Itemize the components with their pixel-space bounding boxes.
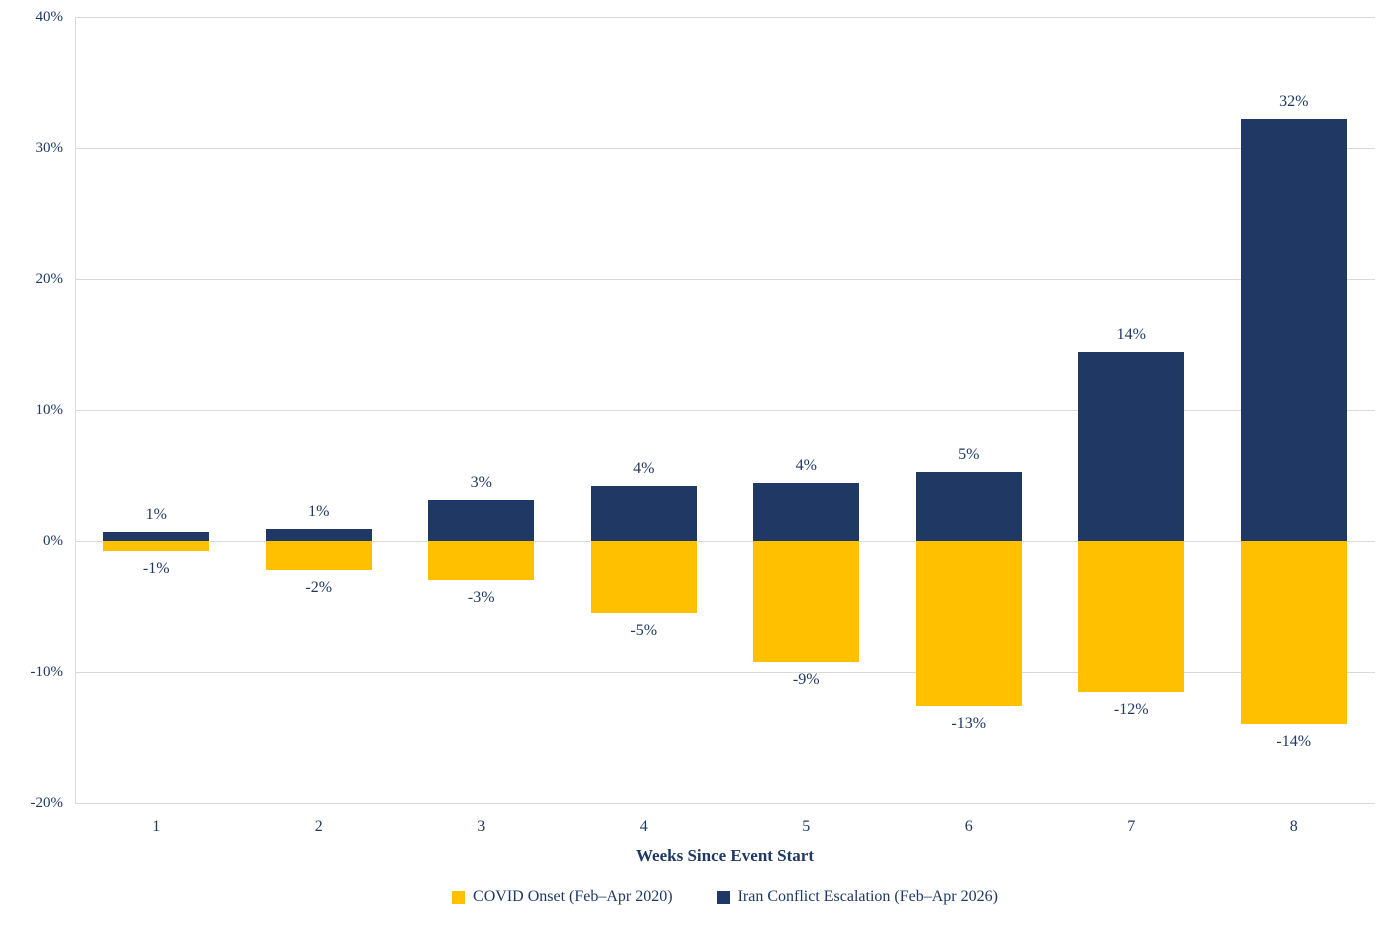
bar-value-label: -9% <box>792 670 820 688</box>
bar-value-label: 32% <box>1279 93 1309 111</box>
bar-iran <box>1240 119 1347 541</box>
x-tick-label: 4 <box>639 818 648 835</box>
bar-covid <box>915 541 1022 707</box>
bar-iran <box>428 500 535 541</box>
bar-covid <box>753 541 860 662</box>
bar-value-label: -12% <box>1113 700 1149 718</box>
legend-label-covid: COVID Onset (Feb–Apr 2020) <box>473 888 673 905</box>
gridline <box>75 279 1375 280</box>
y-tick-label: 20% <box>35 271 64 287</box>
bar-value-label: 14% <box>1116 326 1146 344</box>
x-tick-label: 6 <box>964 818 973 835</box>
y-tick-label: 0% <box>43 533 63 549</box>
gridline <box>75 541 1375 542</box>
y-axis-line <box>75 17 76 803</box>
bar-value-label: 5% <box>958 445 980 463</box>
bar-iran <box>915 471 1022 541</box>
bar-value-label: -3% <box>467 589 495 607</box>
bar-iran <box>590 485 697 541</box>
legend-label-iran: Iran Conflict Escalation (Feb–Apr 2026) <box>737 888 998 905</box>
x-axis-title: Weeks Since Event Start <box>635 846 815 865</box>
bar-iran <box>103 531 210 541</box>
y-tick-label: 30% <box>35 140 64 156</box>
x-tick-label: 3 <box>477 818 486 835</box>
y-tick-label: -10% <box>30 664 64 680</box>
bar-iran <box>1078 352 1185 541</box>
gridline <box>75 803 1375 804</box>
x-tick-label: 8 <box>1289 818 1298 835</box>
legend-swatch-covid-icon <box>452 890 466 904</box>
gridline <box>75 672 1375 673</box>
x-tick-label: 1 <box>152 818 161 835</box>
gridline <box>75 410 1375 411</box>
x-tick-label: 2 <box>314 818 323 835</box>
bar-value-label: -13% <box>951 715 987 733</box>
x-tick-label: 5 <box>802 818 811 835</box>
bar-value-label: -14% <box>1276 733 1312 751</box>
bar-value-label: 3% <box>470 474 492 492</box>
bar-covid <box>590 541 697 614</box>
bar-covid <box>103 541 210 552</box>
y-tick-label: -20% <box>30 795 64 811</box>
legend-item-iran: Iran Conflict Escalation (Feb–Apr 2026) <box>716 888 998 906</box>
bar-iran <box>265 529 372 541</box>
bar-covid <box>265 541 372 570</box>
bar-value-label: -1% <box>142 560 170 578</box>
legend-item-covid: COVID Onset (Feb–Apr 2020) <box>452 888 673 906</box>
bar-value-label: -5% <box>630 622 658 640</box>
legend: COVID Onset (Feb–Apr 2020) Iran Conflict… <box>75 888 1375 906</box>
bar-iran <box>753 483 860 541</box>
x-tick-label: 7 <box>1127 818 1136 835</box>
gridline <box>75 148 1375 149</box>
gridline <box>75 17 1375 18</box>
bar-covid <box>428 541 535 581</box>
y-tick-label: 10% <box>35 402 64 418</box>
bar-value-label: 4% <box>795 457 817 475</box>
bar-covid <box>1240 541 1347 725</box>
bar-covid <box>1078 541 1185 692</box>
bar-value-label: 4% <box>633 459 655 477</box>
bar-value-label: 1% <box>145 505 167 523</box>
y-tick-label: 40% <box>35 9 64 25</box>
bar-value-label: -2% <box>305 578 333 596</box>
bar-value-label: 1% <box>308 503 330 521</box>
legend-swatch-iran-icon <box>716 890 730 904</box>
